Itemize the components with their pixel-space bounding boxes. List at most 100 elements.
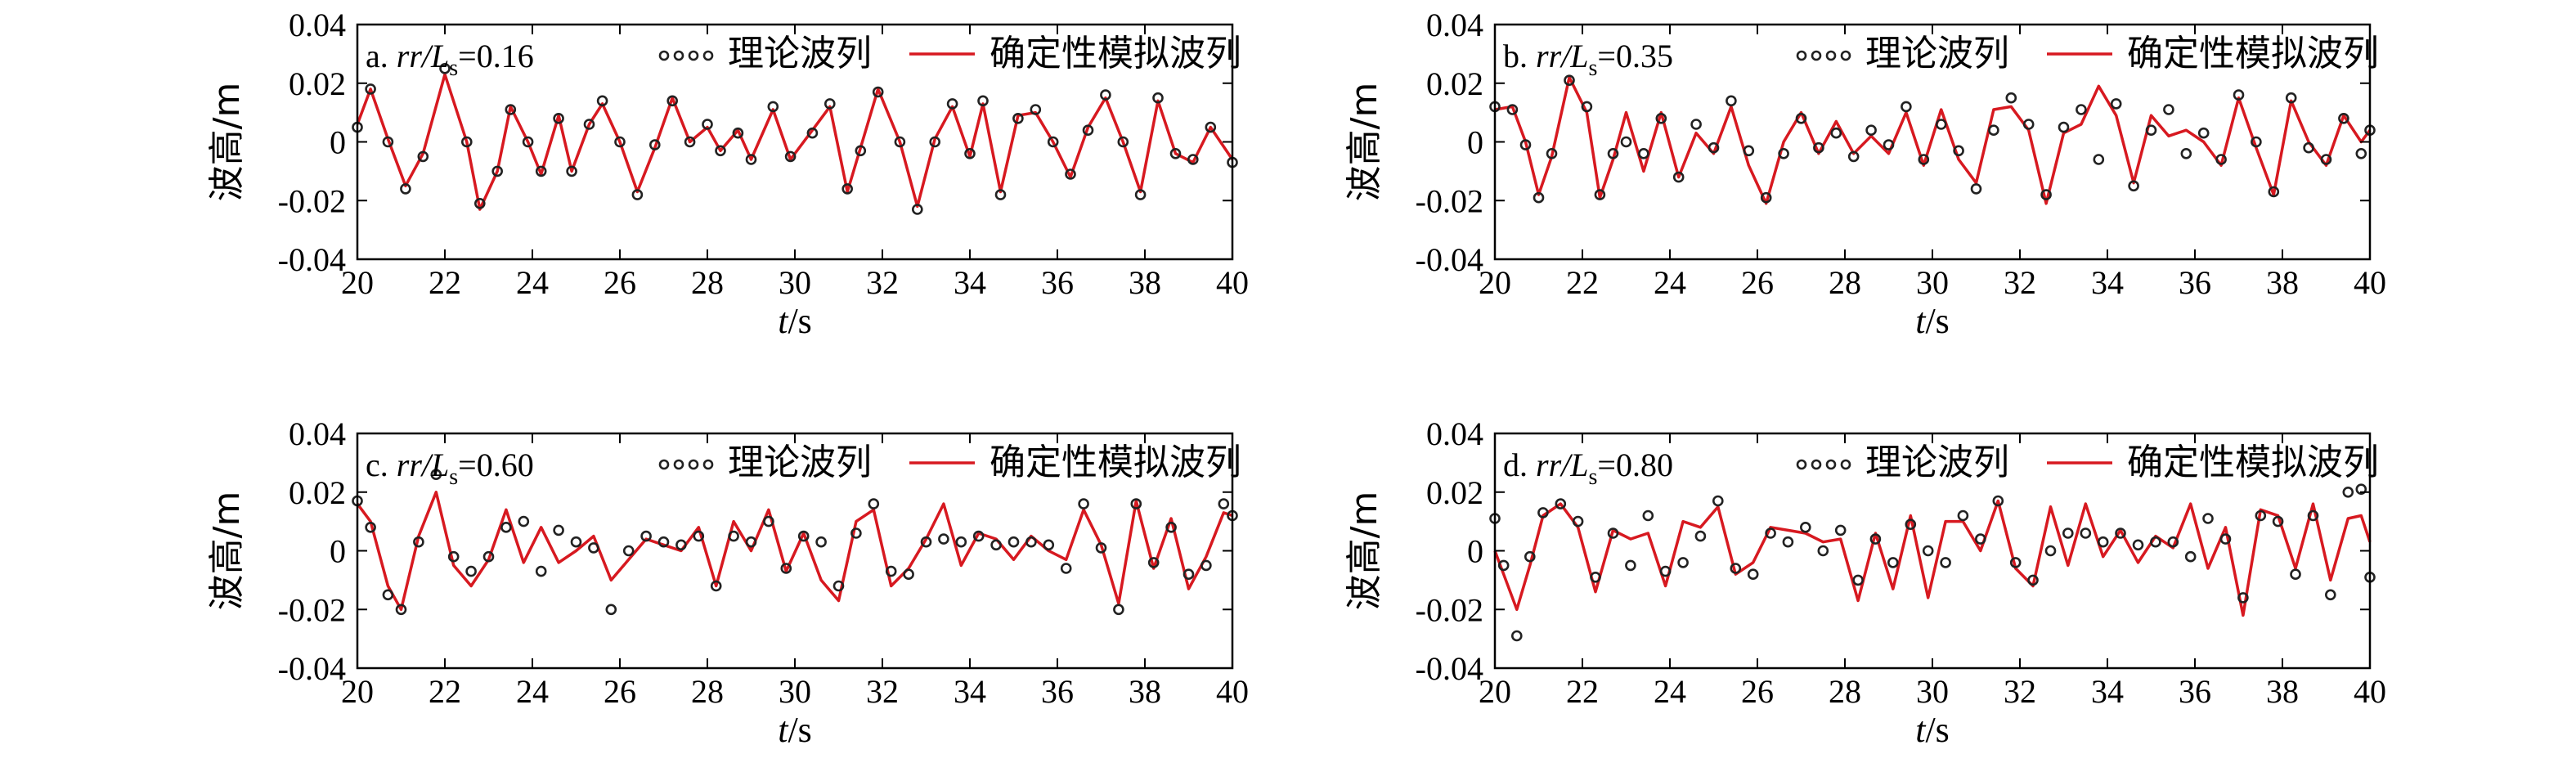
data-point-theory <box>1218 498 1230 509</box>
data-point-theory <box>1817 545 1829 557</box>
data-point-theory <box>417 150 429 163</box>
data-point-theory <box>1730 563 1742 574</box>
data-point-theory <box>518 515 530 527</box>
x-tick-label: 40 <box>2354 264 2386 301</box>
data-point-theory <box>1638 148 1649 159</box>
data-point-theory <box>1043 539 1055 551</box>
data-point-theory <box>1834 524 1847 536</box>
data-point-theory <box>2009 557 2022 568</box>
data-point-theory <box>1975 533 1986 545</box>
data-point-theory <box>1847 150 1860 163</box>
data-point-theory <box>2040 189 2052 200</box>
chart-panel-c: 20 22 24 26 28 30 32 34 36 38 40 0.04 0.02 0 -0.02 -0.0… <box>206 415 1249 750</box>
data-point-theory <box>732 127 744 139</box>
panel-label-part: c. <box>366 447 397 483</box>
data-point-theory <box>693 530 705 542</box>
x-tick-label: 40 <box>2354 673 2386 710</box>
series-line-simulated <box>356 491 1233 612</box>
chart-panel-b: 20 22 24 26 28 30 32 34 36 38 40 0.04 0.02 0 -0.02 -0.0… <box>1344 7 2386 341</box>
data-point-theory <box>2058 121 2070 133</box>
data-point-theory <box>631 189 644 200</box>
y-tick-label: 0.04 <box>289 7 346 43</box>
y-tick-label: -0.04 <box>278 650 346 687</box>
data-point-theory <box>1581 101 1593 113</box>
data-point-theory <box>1887 557 1899 568</box>
data-point-theory <box>745 154 757 165</box>
y-tick-label: -0.02 <box>278 182 346 219</box>
data-point-theory <box>929 136 940 148</box>
x-axis-label-var: t <box>1915 710 1927 750</box>
data-point-theory <box>1708 141 1720 154</box>
data-point-theory <box>1511 630 1523 642</box>
data-point-theory <box>395 604 407 616</box>
legend-label-simulated: 确定性模拟波列 <box>990 442 1241 483</box>
y-tick-label: -0.04 <box>1416 650 1483 687</box>
y-tick-label: 0 <box>330 124 346 161</box>
data-point-theory <box>1747 568 1759 581</box>
data-point-theory <box>832 580 845 592</box>
data-point-theory <box>1519 139 1532 150</box>
x-axis-label: t/s <box>778 710 812 750</box>
data-point-theory <box>2272 515 2284 527</box>
data-point-theory <box>2215 154 2227 165</box>
data-point-theory <box>784 150 797 163</box>
data-point-theory <box>640 530 652 542</box>
panel-label: d. rr/Ls=0.80 <box>1503 447 1673 490</box>
data-point-theory <box>872 86 884 98</box>
data-point-theory <box>946 98 958 110</box>
data-point-theory <box>2022 119 2035 130</box>
data-point-theory <box>1830 127 1842 139</box>
data-point-theory <box>1572 515 1584 527</box>
data-point-theory <box>2320 154 2332 165</box>
legend-label-simulated: 确定性模拟波列 <box>990 33 1241 74</box>
data-point-theory <box>824 98 836 110</box>
data-point-theory <box>2290 568 2301 581</box>
data-point-theory <box>1555 498 1567 509</box>
data-point-theory <box>400 183 411 195</box>
x-tick-label: 28 <box>691 673 724 710</box>
x-tick-label: 26 <box>1741 264 1774 301</box>
data-point-theory <box>1795 113 1807 124</box>
x-tick-label: 28 <box>1829 264 1861 301</box>
x-tick-label: 24 <box>516 673 549 710</box>
data-point-theory <box>797 530 810 542</box>
y-tick-label: 0.04 <box>1426 415 1483 452</box>
x-tick-label: 30 <box>779 264 811 301</box>
data-point-theory <box>850 527 862 539</box>
data-point-theory <box>1642 509 1654 522</box>
data-point-theory <box>1095 542 1107 554</box>
data-point-theory <box>473 198 486 209</box>
data-point-theory <box>522 136 534 148</box>
data-point-theory <box>855 145 867 157</box>
data-point-theory <box>2080 527 2092 539</box>
legend-marker-theory <box>1840 50 1851 61</box>
data-point-theory <box>1200 559 1212 572</box>
data-point-theory <box>553 113 564 124</box>
y-tick-label: 0.02 <box>289 65 346 102</box>
data-point-theory <box>570 536 582 548</box>
legend-label-theory: 理论波列 <box>728 442 872 483</box>
data-point-theory <box>2184 550 2197 563</box>
data-point-theory <box>1992 495 2004 507</box>
y-tick-label: -0.04 <box>1416 241 1483 278</box>
x-axis-label: t/s <box>1915 301 1950 341</box>
y-tick-label: -0.04 <box>278 241 346 278</box>
panel-label: c. rr/Ls=0.60 <box>366 447 534 490</box>
data-point-theory <box>972 530 985 542</box>
data-point-theory <box>1957 509 1969 522</box>
data-point-theory <box>614 136 626 148</box>
panel-label-part: rr/L <box>1536 38 1589 74</box>
panel-label-part: rr/L <box>1536 447 1589 483</box>
legend-marker-theory <box>1811 50 1822 61</box>
data-point-theory <box>622 545 635 557</box>
data-point-theory <box>566 165 577 177</box>
y-axis-label: 波高/m <box>206 83 248 202</box>
data-point-theory <box>1852 574 1864 586</box>
data-point-theory <box>2076 104 2087 115</box>
data-point-theory <box>1901 101 1912 113</box>
panel-label: b. rr/Ls=0.35 <box>1503 38 1673 81</box>
x-axis-label: t/s <box>1915 710 1950 750</box>
data-point-theory <box>2132 539 2144 551</box>
panel-label-part: =0.35 <box>1597 38 1673 74</box>
data-point-theory <box>885 565 897 577</box>
